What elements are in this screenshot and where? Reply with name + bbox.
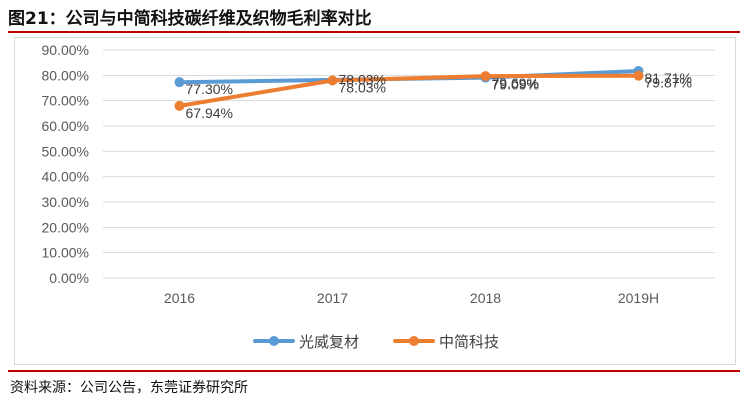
legend-label: 中简科技 [439, 333, 499, 351]
data-label: 78.03% [339, 71, 386, 87]
data-label: 79.69% [492, 75, 539, 91]
y-tick-label: 0.00% [49, 270, 89, 286]
legend-label: 光威复材 [299, 333, 359, 351]
chart-area: 0.00% 10.00% 20.00% 30.00% 40.00% 50.00% 60.00… [14, 37, 736, 365]
data-label: 67.94% [186, 105, 233, 121]
series-points [174, 66, 644, 111]
y-tick-label: 10.00% [42, 245, 89, 261]
data-label: 77.30% [186, 81, 233, 97]
data-point [327, 75, 338, 86]
x-tick-label: 2016 [164, 290, 195, 306]
source-rule [8, 370, 740, 372]
title-rule [8, 31, 740, 33]
data-point [174, 100, 185, 111]
y-tick-label: 40.00% [42, 169, 89, 185]
y-tick-label: 30.00% [42, 194, 89, 210]
data-labels: 77.30% 79.09% 81.71% 67.94% 78.03% 79.69% 79.8… [186, 70, 692, 121]
y-tick-label: 80.00% [42, 67, 89, 83]
y-tick-label: 20.00% [42, 219, 89, 235]
data-point [633, 70, 644, 81]
data-label: 79.87% [645, 75, 692, 91]
x-tick-label: 2018 [470, 290, 501, 306]
y-tick-label: 50.00% [42, 143, 89, 159]
line-chart: 0.00% 10.00% 20.00% 30.00% 40.00% 50.00% 60.00… [42, 42, 715, 351]
figure-title: 图21：公司与中简科技碳纤维及织物毛利率对比 [8, 9, 372, 29]
legend: 光威复材 中简科技 [253, 333, 499, 351]
legend-marker [269, 336, 279, 346]
gridlines [103, 49, 715, 279]
y-tick-label: 90.00% [42, 42, 89, 58]
x-tick-label: 2019H [618, 290, 659, 306]
source-note: 资料来源：公司公告，东莞证券研究所 [10, 380, 248, 396]
y-axis-ticks: 0.00% 10.00% 20.00% 30.00% 40.00% 50.00% 60.00… [42, 42, 89, 286]
x-tick-label: 2017 [317, 290, 348, 306]
series-line-1 [177, 73, 641, 108]
data-label: 79.09% [492, 77, 539, 93]
y-tick-label: 60.00% [42, 118, 89, 134]
data-label: 81.71% [645, 70, 692, 86]
legend-marker [409, 336, 419, 346]
data-point [174, 77, 185, 88]
x-axis-ticks: 2016 2017 2018 2019H [164, 290, 659, 306]
data-point [480, 71, 491, 82]
y-tick-label: 70.00% [42, 93, 89, 109]
data-label: 78.03% [339, 79, 386, 95]
